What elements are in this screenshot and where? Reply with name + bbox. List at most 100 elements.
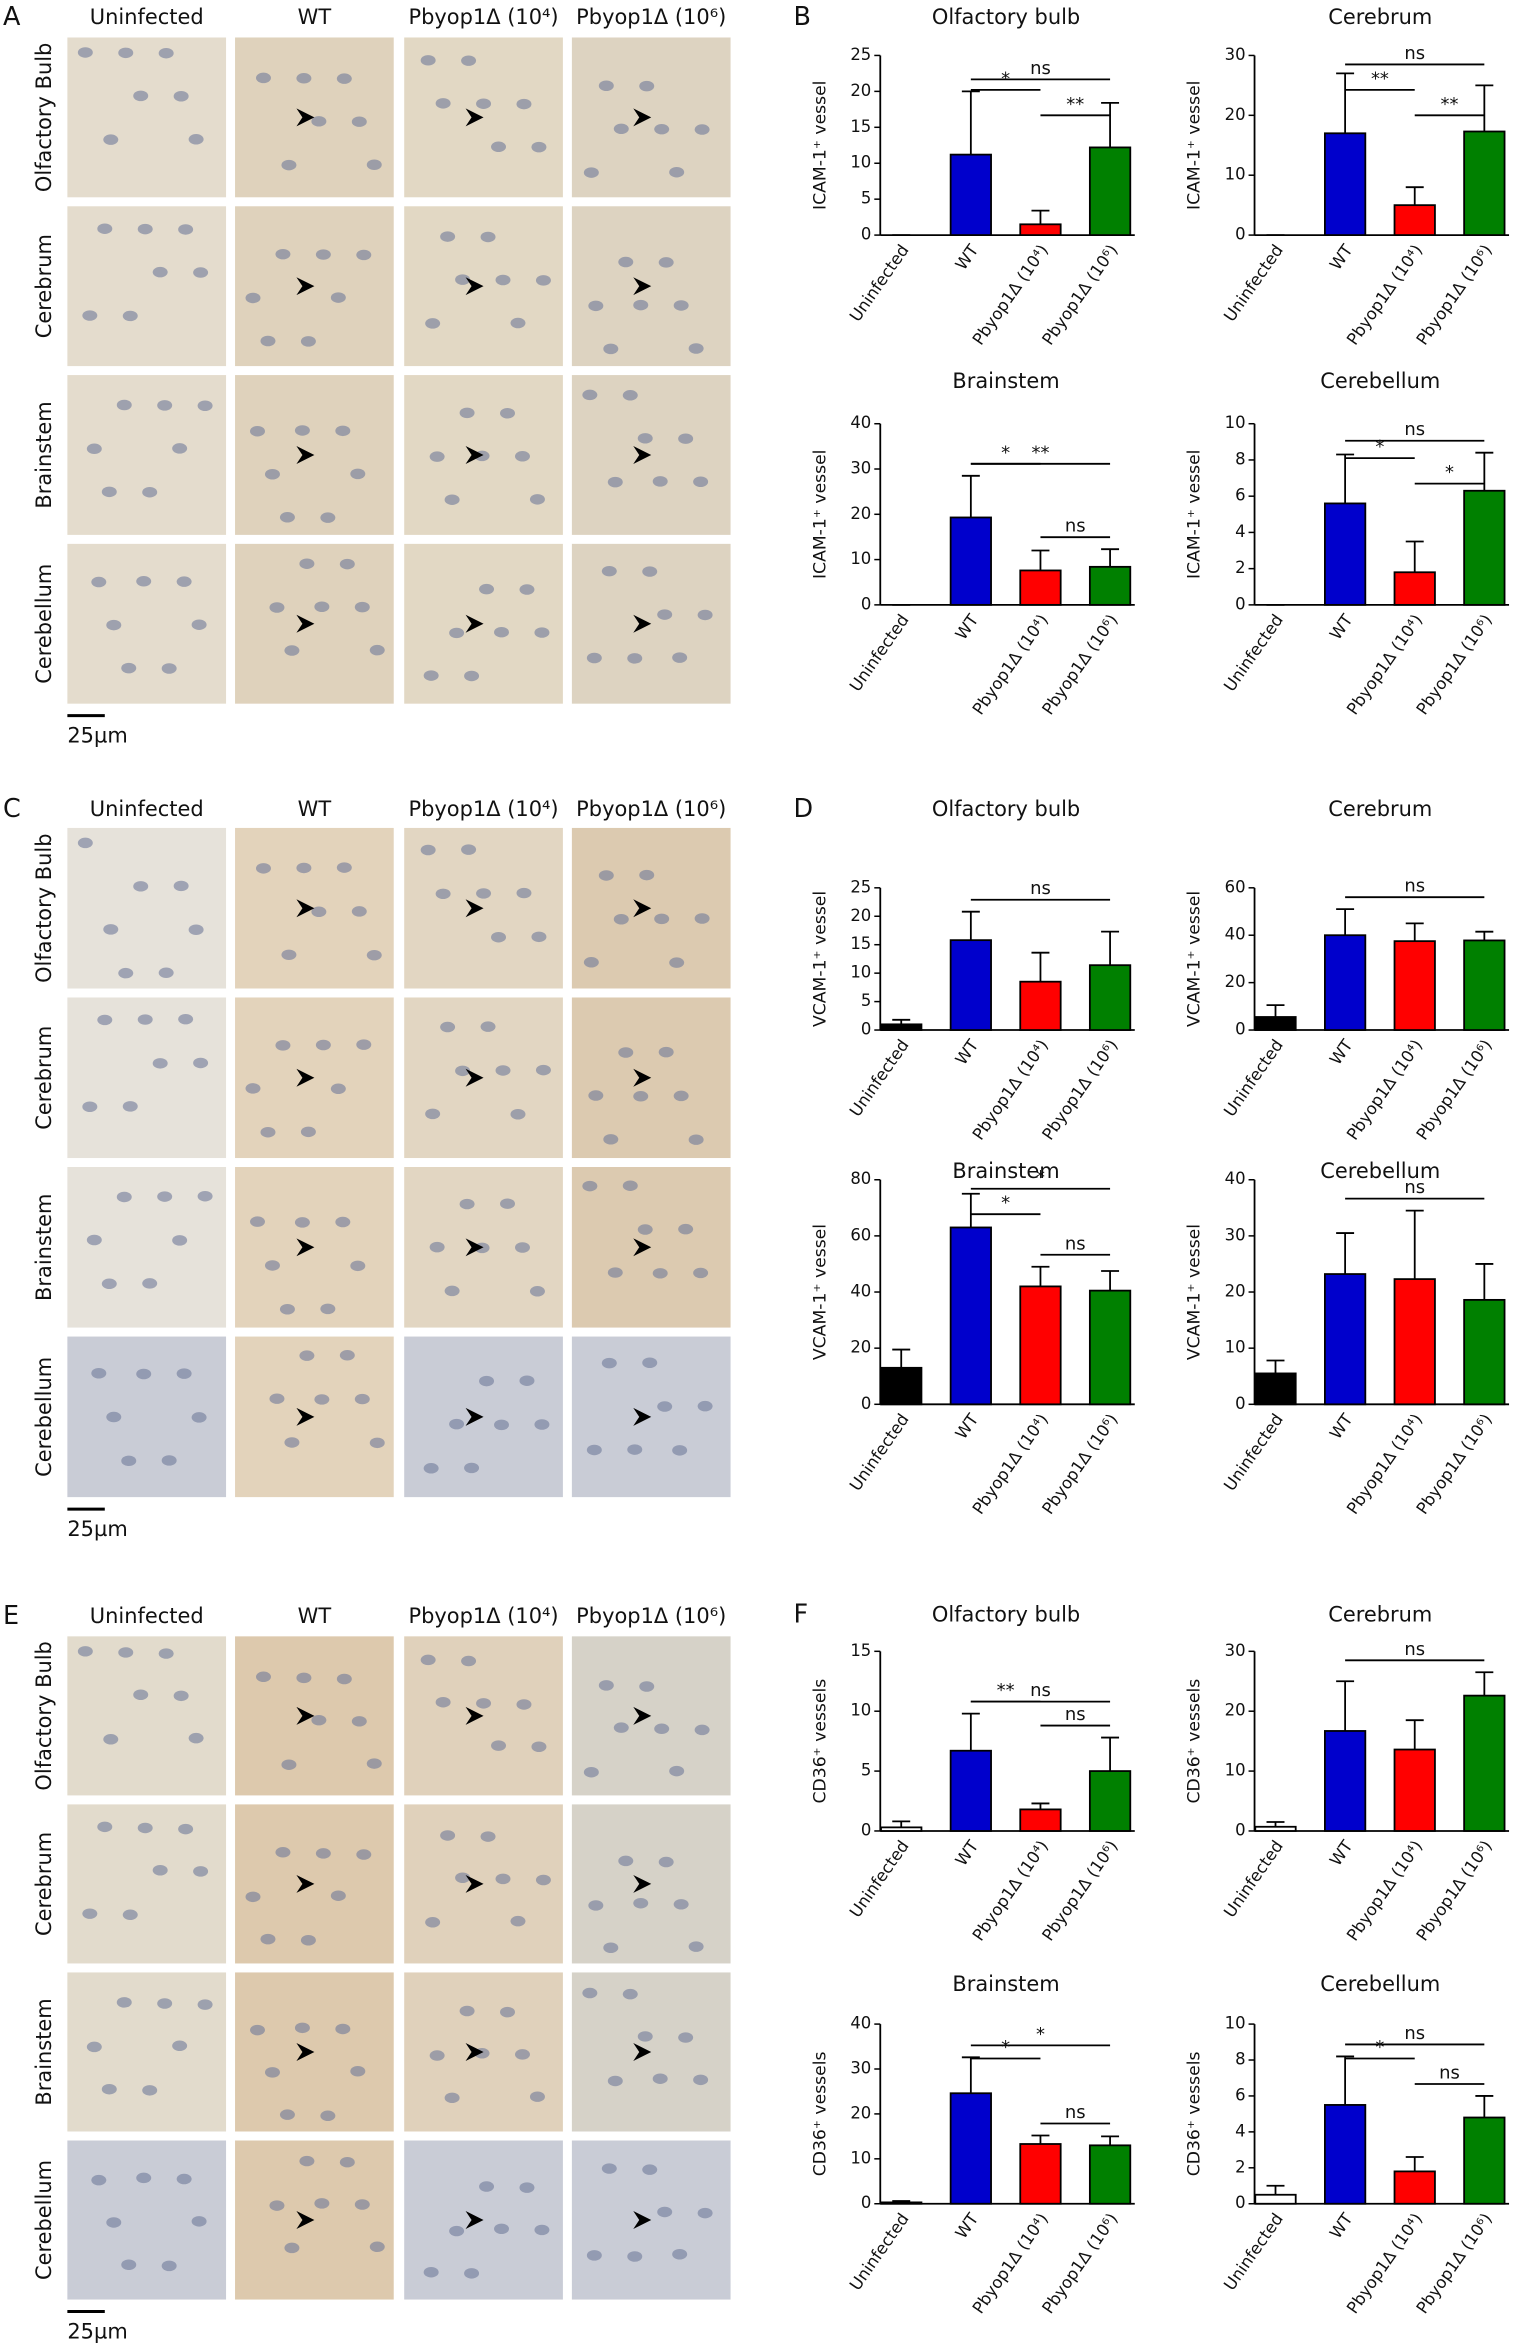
- nucleus: [250, 425, 265, 437]
- nucleus: [269, 1393, 285, 1404]
- nucleus: [618, 1047, 634, 1058]
- panel-letter: E: [3, 1601, 19, 1631]
- nucleus: [351, 1716, 367, 1727]
- nucleus: [250, 1216, 265, 1227]
- nucleus: [354, 2199, 370, 2210]
- nucleus: [158, 1648, 174, 1659]
- y-tick-label: 15: [850, 1641, 871, 1660]
- nucleus: [603, 1942, 619, 1953]
- x-tick-label: Pbyop1Δ (10⁶): [1413, 1837, 1496, 1945]
- bar: [949, 153, 992, 236]
- y-tick-label: 40: [850, 2014, 871, 2033]
- nucleus: [118, 967, 134, 979]
- nucleus: [294, 1217, 310, 1228]
- bar: [1393, 1748, 1436, 1832]
- x-tick-label: Pbyop1Δ (10⁶): [1038, 1410, 1121, 1518]
- nucleus: [514, 1242, 530, 1253]
- nucleus: [480, 1831, 496, 1842]
- y-tick-label: 40: [1225, 1169, 1246, 1188]
- nucleus: [281, 1759, 297, 1770]
- nucleus: [583, 957, 599, 968]
- y-tick-label: 10: [850, 549, 871, 568]
- arrowhead: [465, 2042, 484, 2061]
- nucleus: [142, 1278, 158, 1289]
- nucleus: [588, 1900, 604, 1911]
- nucleus: [260, 1933, 276, 1945]
- nucleus: [86, 2041, 102, 2053]
- x-tick-label: Pbyop1Δ (10⁴): [969, 1410, 1052, 1518]
- nucleus: [366, 1758, 382, 1769]
- nucleus: [137, 1822, 153, 1834]
- significance-label: ns: [1404, 1177, 1425, 1198]
- y-axis-label: CD36⁺ vessels: [810, 2052, 830, 2177]
- arrowhead: [633, 614, 652, 633]
- bar: [880, 1023, 923, 1031]
- nucleus: [339, 558, 355, 570]
- nucleus: [350, 1260, 366, 1272]
- nucleus: [535, 1874, 551, 1886]
- nucleus: [516, 887, 532, 899]
- nucleus: [314, 2198, 330, 2209]
- x-tick-label: Pbyop1Δ (10⁴): [969, 611, 1052, 719]
- arrowhead: [296, 2211, 315, 2229]
- y-tick-label: 40: [1225, 925, 1246, 944]
- nucleus: [639, 869, 655, 881]
- nucleus: [459, 1198, 475, 1210]
- nucleus: [97, 1014, 113, 1026]
- nucleus: [339, 1350, 355, 1361]
- nucleus: [613, 123, 629, 135]
- nucleus: [601, 2163, 617, 2174]
- significance-label: ns: [1030, 58, 1051, 79]
- nucleus: [173, 880, 189, 892]
- micrograph: [67, 37, 227, 198]
- y-tick-label: 0: [1235, 2193, 1245, 2212]
- nucleus: [494, 626, 510, 638]
- nucleus: [284, 645, 300, 656]
- row-label: Brainstem: [32, 1998, 56, 2105]
- significance-label: ns: [1065, 1704, 1086, 1725]
- bar: [1463, 939, 1506, 1031]
- x-tick-label: Uninfected: [1220, 1837, 1287, 1921]
- nucleus: [423, 1463, 439, 1474]
- nucleus: [598, 870, 614, 881]
- nucleus: [420, 1654, 436, 1666]
- bar: [880, 1826, 923, 1832]
- nucleus: [320, 2110, 336, 2122]
- nucleus: [137, 223, 153, 235]
- nucleus: [529, 2091, 545, 2102]
- y-tick-label: 80: [850, 1169, 871, 1188]
- nucleus: [300, 336, 316, 347]
- bar: [1019, 2143, 1062, 2205]
- nucleus: [479, 2181, 495, 2192]
- column-header: Uninfected: [90, 797, 204, 821]
- x-tick-label: WT: [1326, 2209, 1357, 2242]
- nucleus: [188, 924, 204, 935]
- row-label: Cerebrum: [32, 234, 56, 338]
- bar: [1254, 1372, 1297, 1406]
- nucleus: [269, 2200, 285, 2211]
- nucleus: [260, 1126, 276, 1138]
- nucleus: [494, 1419, 510, 1431]
- nucleus: [529, 1286, 545, 1297]
- column-header: Pbyop1Δ (10⁴): [409, 5, 559, 29]
- nucleus: [77, 47, 93, 58]
- nucleus: [245, 1083, 261, 1094]
- nucleus: [461, 1655, 477, 1667]
- nucleus: [534, 2224, 550, 2236]
- y-tick-label: 2: [1235, 2157, 1245, 2176]
- y-axis-label: VCAM-1⁺ vessel: [810, 1224, 830, 1360]
- y-tick-label: 0: [861, 594, 871, 613]
- y-axis-label: ICAM-1⁺ vessel: [810, 81, 830, 210]
- x-tick-label: Uninfected: [1220, 611, 1287, 695]
- bar: [1019, 223, 1062, 236]
- micrograph: [235, 2140, 394, 2300]
- nucleus: [106, 2217, 122, 2228]
- y-tick-label: 6: [1235, 486, 1245, 505]
- nucleus: [136, 1368, 152, 1380]
- significance-label: *: [1036, 1167, 1045, 1188]
- nucleus: [657, 1401, 673, 1412]
- nucleus: [423, 670, 439, 681]
- nucleus: [529, 494, 545, 505]
- bar: [1393, 940, 1436, 1031]
- arrowhead: [465, 1407, 484, 1426]
